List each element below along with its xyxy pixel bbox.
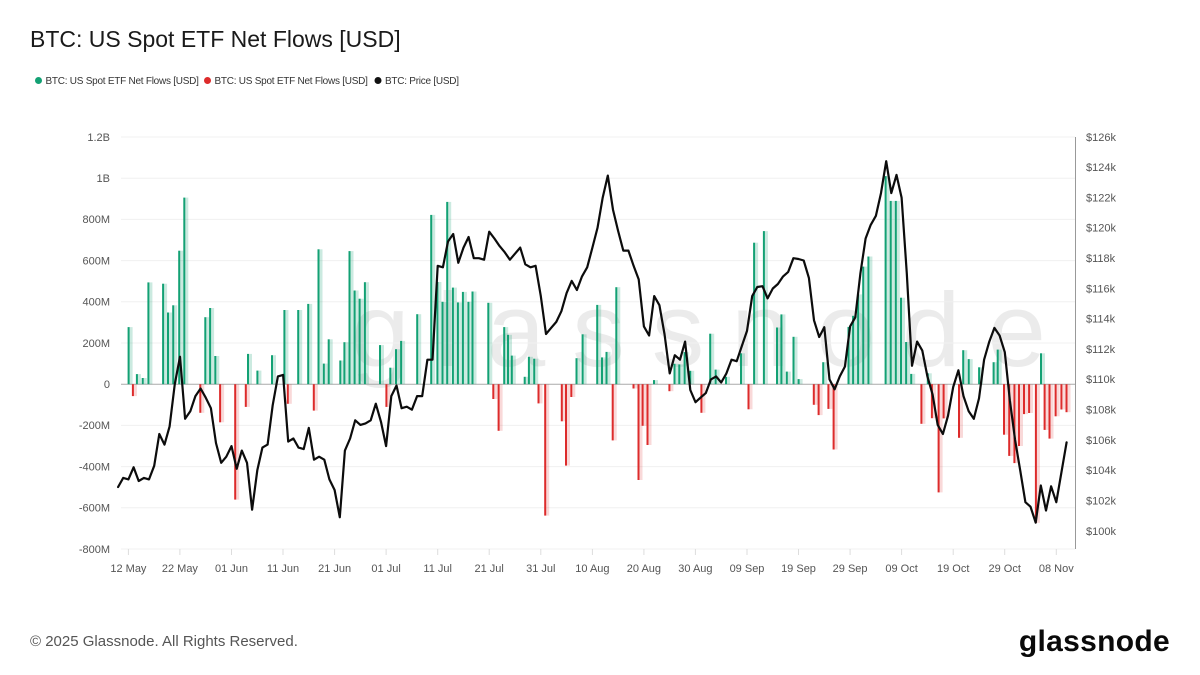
svg-text:01 Jul: 01 Jul xyxy=(371,563,400,575)
svg-text:$108k: $108k xyxy=(1086,405,1116,417)
svg-text:BTC: US Spot ETF Net Flows [US: BTC: US Spot ETF Net Flows [USD] xyxy=(30,26,401,52)
svg-text:31 Jul: 31 Jul xyxy=(526,563,555,575)
svg-text:$120k: $120k xyxy=(1086,223,1116,235)
svg-text:$106k: $106k xyxy=(1086,435,1116,447)
svg-text:$114k: $114k xyxy=(1086,314,1116,326)
svg-text:01 Jun: 01 Jun xyxy=(215,563,248,575)
svg-text:1B: 1B xyxy=(97,173,110,185)
svg-text:09 Sep: 09 Sep xyxy=(730,563,765,575)
svg-text:glassnode: glassnode xyxy=(1019,625,1170,658)
svg-text:$126k: $126k xyxy=(1086,132,1116,144)
svg-text:$118k: $118k xyxy=(1086,253,1116,265)
svg-text:$124k: $124k xyxy=(1086,162,1116,174)
svg-text:-400M: -400M xyxy=(79,461,110,473)
svg-text:$122k: $122k xyxy=(1086,192,1116,204)
svg-text:09 Oct: 09 Oct xyxy=(885,563,917,575)
svg-text:11 Jul: 11 Jul xyxy=(423,563,452,575)
svg-text:21 Jun: 21 Jun xyxy=(318,563,351,575)
svg-text:$102k: $102k xyxy=(1086,495,1116,507)
svg-text:200M: 200M xyxy=(82,338,110,350)
svg-text:22 May: 22 May xyxy=(162,563,199,575)
svg-text:$116k: $116k xyxy=(1086,283,1116,295)
svg-text:© 2025 Glassnode. All Rights R: © 2025 Glassnode. All Rights Reserved. xyxy=(30,633,298,650)
svg-text:12 May: 12 May xyxy=(110,563,147,575)
svg-text:-800M: -800M xyxy=(79,544,110,556)
svg-text:1.2B: 1.2B xyxy=(87,132,110,144)
svg-text:$100k: $100k xyxy=(1086,526,1116,538)
svg-text:$110k: $110k xyxy=(1086,374,1116,386)
svg-text:20 Aug: 20 Aug xyxy=(627,563,661,575)
svg-text:$112k: $112k xyxy=(1086,344,1116,356)
svg-text:BTC: Price [USD]: BTC: Price [USD] xyxy=(385,76,459,87)
svg-text:-200M: -200M xyxy=(79,420,110,432)
svg-text:10 Aug: 10 Aug xyxy=(575,563,609,575)
svg-text:BTC: US Spot ETF Net Flows [US: BTC: US Spot ETF Net Flows [USD] xyxy=(215,76,369,87)
svg-text:400M: 400M xyxy=(82,297,110,309)
svg-text:BTC: US Spot ETF Net Flows [US: BTC: US Spot ETF Net Flows [USD] xyxy=(46,76,200,87)
svg-text:30 Aug: 30 Aug xyxy=(678,563,712,575)
svg-text:11 Jun: 11 Jun xyxy=(267,563,299,575)
svg-text:800M: 800M xyxy=(82,214,110,226)
svg-text:-600M: -600M xyxy=(79,503,110,515)
svg-text:19 Sep: 19 Sep xyxy=(781,563,816,575)
svg-text:$104k: $104k xyxy=(1086,465,1116,477)
svg-text:29 Sep: 29 Sep xyxy=(833,563,868,575)
svg-text:29 Oct: 29 Oct xyxy=(988,563,1020,575)
svg-text:19 Oct: 19 Oct xyxy=(937,563,969,575)
svg-text:glassnode: glassnode xyxy=(351,272,1073,389)
svg-text:600M: 600M xyxy=(82,255,110,267)
svg-text:21 Jul: 21 Jul xyxy=(475,563,504,575)
svg-text:0: 0 xyxy=(104,379,110,391)
svg-text:08 Nov: 08 Nov xyxy=(1039,563,1074,575)
